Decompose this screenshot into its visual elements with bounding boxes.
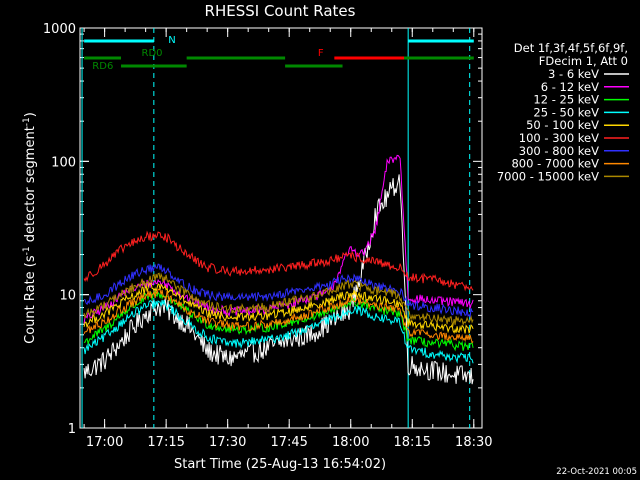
x-tick-label: 17:45 (270, 435, 307, 450)
status-bar-label: N (168, 35, 175, 46)
x-axis-ticks: 17:00 17:15 17:30 17:45 18:00 18:15 18:30 (83, 28, 493, 450)
legend-entry-label: 25 - 50 keV (533, 105, 599, 119)
legend-entry-label: 50 - 100 keV (526, 118, 599, 132)
legend-entry-label: 800 - 7000 keV (511, 157, 599, 171)
legend-header-line-1: Det 1f,3f,4f,5f,6f,9f, (514, 41, 628, 55)
x-tick-label: 17:15 (147, 435, 184, 450)
series-line (83, 230, 474, 292)
chart-title: RHESSI Count Rates (205, 2, 356, 20)
series-line (83, 288, 474, 344)
x-tick-label: 17:30 (209, 435, 246, 450)
y-tick-label: 100 (51, 155, 76, 170)
x-axis-label: Start Time (25-Aug-13 16:54:02) (174, 457, 386, 472)
status-bars: N RD0 RD6 F (84, 35, 474, 72)
status-bar-label: F (318, 48, 324, 59)
legend: Det 1f,3f,4f,5f,6f,9f, FDecim 1, Att 0 3… (497, 41, 629, 183)
series-line (83, 174, 474, 385)
x-tick-label: 18:15 (394, 435, 431, 450)
series-line (83, 282, 474, 334)
series-line (83, 299, 474, 364)
legend-entry-label: 6 - 12 keV (541, 80, 599, 94)
x-tick-label: 18:30 (455, 435, 492, 450)
series-line (83, 272, 474, 327)
x-tick-label: 17:00 (86, 435, 123, 450)
y-tick-label: 1000 (43, 22, 76, 37)
y-tick-label: 10 (59, 289, 76, 304)
legend-entry-label: 3 - 6 keV (548, 67, 599, 81)
plot-frame (79, 27, 483, 429)
y-axis-label: Count Rate (s-1 detector segment-1) (22, 112, 38, 344)
legend-header-line-2: FDecim 1, Att 0 (539, 54, 628, 68)
plot-area: 1 10 100 1000 17:00 17:15 17:30 17:45 18:00 18:1… (43, 22, 493, 450)
status-bar-label: RD6 (92, 61, 113, 72)
legend-entry-label: 7000 - 15000 keV (497, 169, 599, 183)
footer-date: 22-Oct-2021 00:05 (556, 467, 637, 477)
y-tick-label: 1 (68, 422, 76, 437)
data-series (83, 154, 474, 385)
x-tick-label: 18:00 (332, 435, 369, 450)
legend-entry-label: 100 - 300 keV (519, 131, 599, 145)
legend-entry-label: 12 - 25 keV (533, 93, 599, 107)
y-axis-ticks: 1 10 100 1000 (43, 22, 482, 437)
series-line (83, 263, 474, 319)
legend-entry-label: 300 - 800 keV (519, 144, 599, 158)
status-bar-label: RD0 (142, 48, 163, 59)
